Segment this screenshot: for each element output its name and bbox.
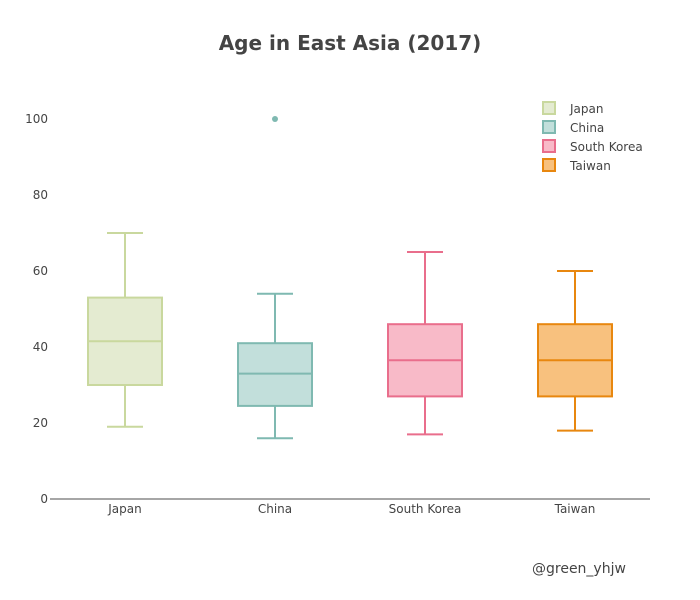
x-tick-label: Japan — [107, 502, 141, 516]
box-china — [237, 116, 313, 440]
box-taiwan — [537, 270, 613, 432]
legend-item[interactable]: South Korea — [542, 139, 643, 154]
legend-item[interactable]: Japan — [542, 101, 603, 116]
y-tick-label: 20 — [33, 416, 48, 430]
y-tick-label: 80 — [33, 188, 48, 202]
legend-swatch — [542, 158, 556, 172]
legend-label: South Korea — [570, 140, 643, 154]
y-tick-label: 40 — [33, 340, 48, 354]
legend-item[interactable]: Taiwan — [542, 158, 611, 173]
legend-label: China — [570, 121, 604, 135]
chart-title: Age in East Asia (2017) — [219, 31, 482, 55]
legend-swatch — [542, 101, 556, 115]
y-tick-label: 60 — [33, 264, 48, 278]
y-tick-label: 0 — [40, 492, 48, 506]
legend-label: Japan — [569, 102, 603, 116]
x-tick-label: China — [258, 502, 292, 516]
author-credit: @green_yhjw — [532, 561, 626, 577]
legend: Japan China South Korea Taiwan — [542, 101, 643, 173]
box-series-group — [87, 116, 613, 440]
legend-item[interactable]: China — [542, 120, 604, 135]
y-tick-label: 100 — [25, 112, 48, 126]
legend-label: Taiwan — [569, 159, 611, 173]
legend-swatch — [542, 139, 556, 153]
box-japan — [87, 232, 163, 428]
legend-swatch — [542, 120, 556, 134]
box-south-korea — [387, 251, 463, 436]
x-axis-ticks: Japan China South Korea Taiwan — [107, 502, 595, 516]
x-tick-label: South Korea — [389, 502, 462, 516]
x-tick-label: Taiwan — [554, 502, 596, 516]
outlier-point — [272, 116, 278, 122]
y-axis-ticks: 0 20 40 60 80 100 — [25, 112, 48, 506]
